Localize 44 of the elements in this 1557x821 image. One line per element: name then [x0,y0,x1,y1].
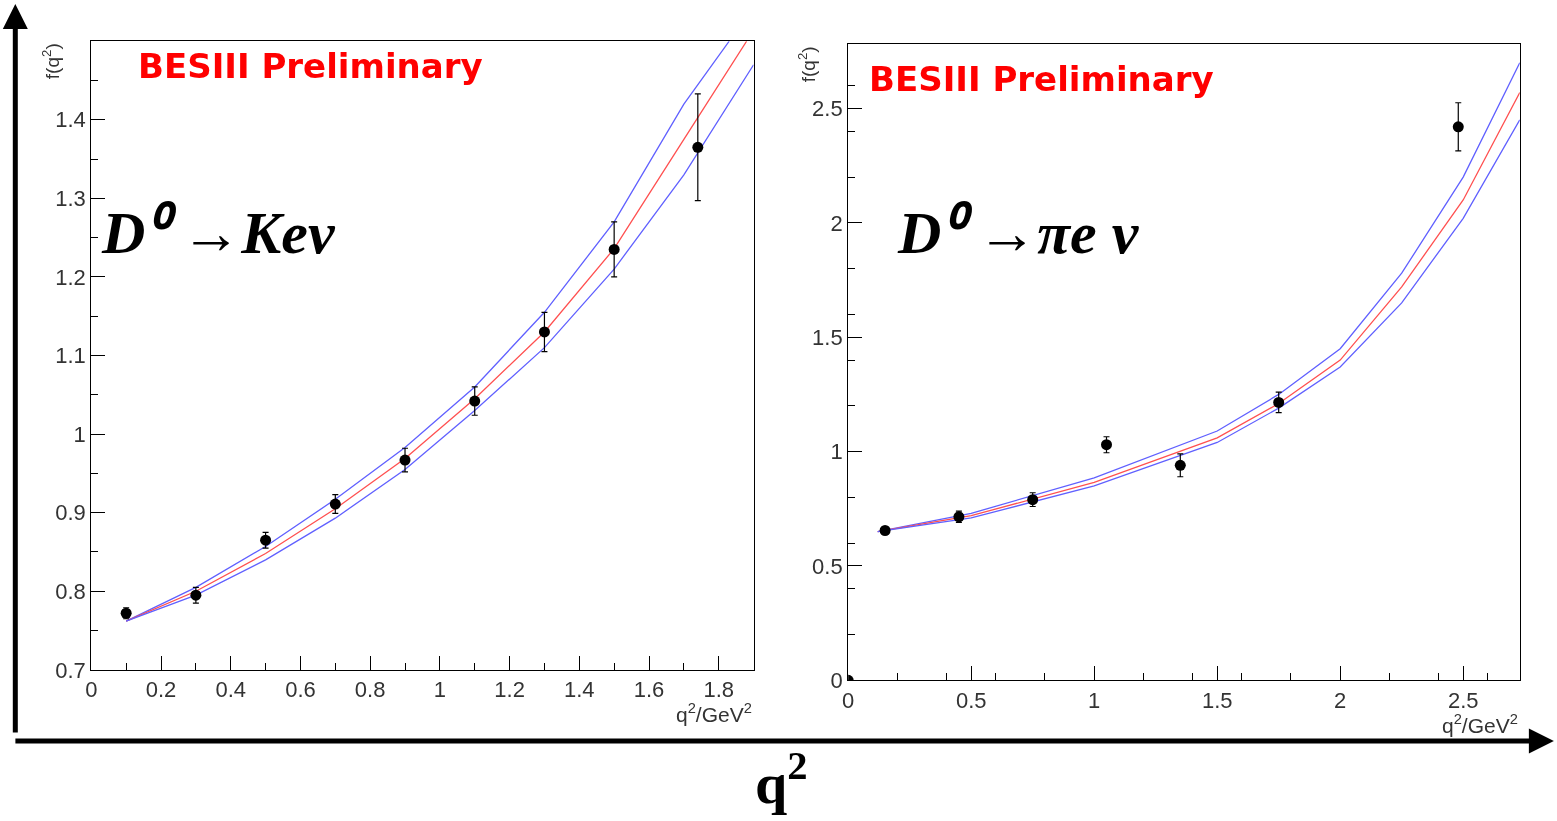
y-tick-label: 1.4 [55,107,86,133]
x-tick-label: 0.5 [955,687,987,713]
annotation: D⁰ →πe ν [897,200,1140,266]
annotation: BESIII Preliminary [138,46,483,86]
x-tick-label: 2 [1334,687,1347,713]
x-tick-label: 2.5 [1447,687,1479,713]
x-tick-label: 1.2 [494,677,525,703]
x-axis-title: q$^{2}$/GeV$^{2}$ [1442,711,1518,737]
x-tick-label: 0.2 [145,677,177,703]
point [608,243,620,255]
point [1452,121,1464,133]
x-tick-label: 0.6 [285,677,316,703]
point [1174,459,1186,471]
y-tick-label: 0.8 [55,578,86,604]
text: q$^{2}$ [755,743,808,817]
y-tick-label: 2 [830,210,843,236]
x-tick-label: 1 [433,677,446,703]
y-tick-label: 1.3 [55,186,86,212]
x-tick-label: 0.4 [215,677,247,703]
point [399,454,411,466]
y-tick-label: 1.5 [812,324,843,350]
y-tick-label: 1.1 [55,343,86,369]
x-tick-label: 1.6 [633,677,665,703]
x-tick-label: 0.8 [354,677,386,703]
y-tick-label: 1 [830,439,843,465]
point [879,525,891,537]
x-axis-title: q$^{2}$/GeV$^{2}$ [676,700,752,726]
y-tick-label: 1 [73,421,86,447]
point [469,395,481,407]
annotation: D⁰ →Keν [101,200,336,266]
y-tick-label: 1.2 [55,264,86,290]
point [1273,396,1285,408]
point [538,326,550,338]
y-tick-label: 0.7 [55,657,86,683]
point [329,498,341,510]
point [692,141,704,153]
y-tick-label: 0.5 [812,553,843,579]
x-tick-label: 1.4 [564,677,595,703]
annotation: BESIII Preliminary [869,59,1214,99]
x-tick-label: 1 [1088,687,1101,713]
x-tick-label: 1.5 [1201,687,1233,713]
x-tick-label: 1.8 [703,677,735,703]
y-tick-label: 0.9 [55,500,86,526]
y-tick-label: 2.5 [812,96,843,122]
